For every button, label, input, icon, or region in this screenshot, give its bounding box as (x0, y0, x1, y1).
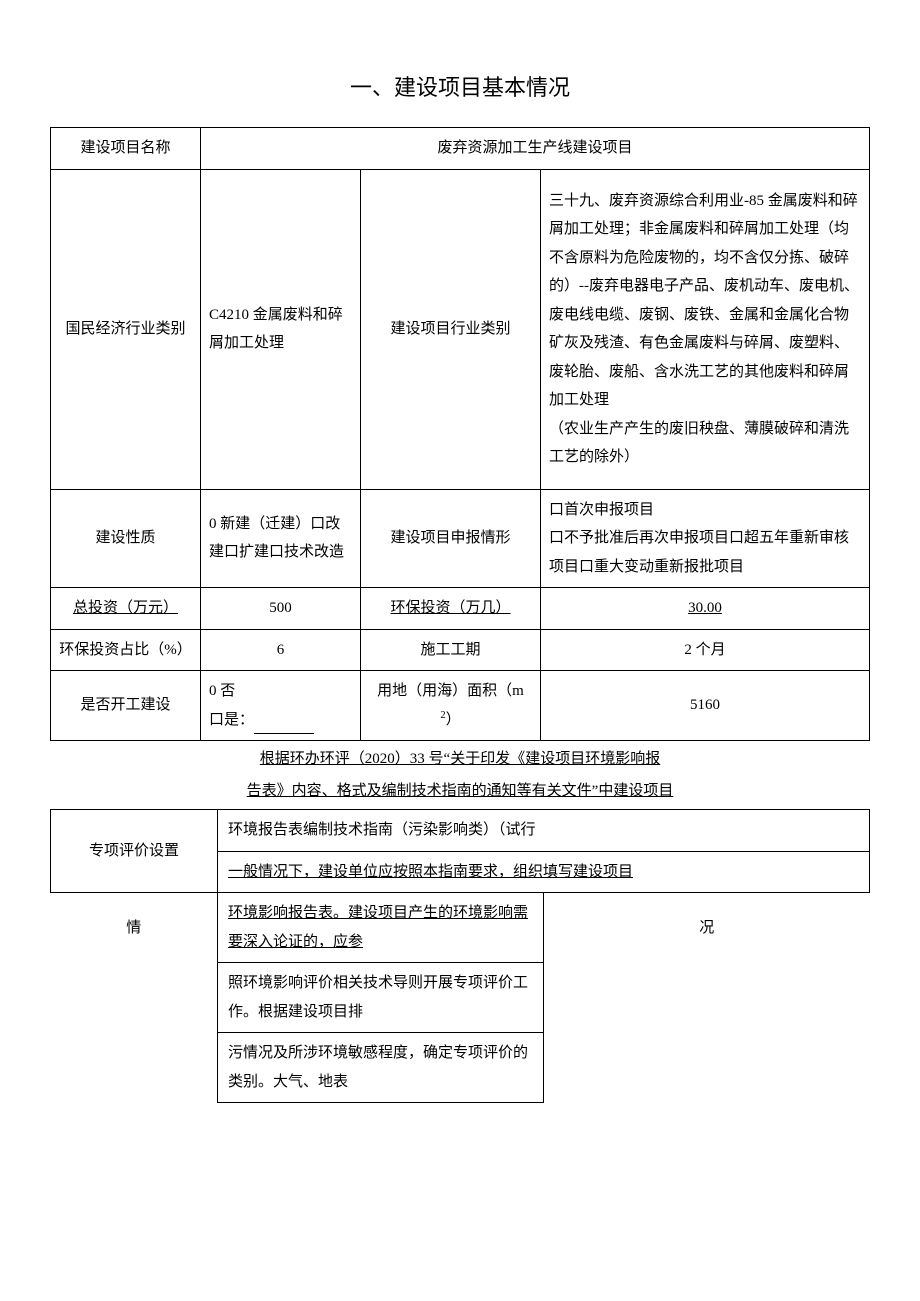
value-env-ratio: 6 (201, 629, 361, 671)
footnote-1: 根据环办环评（2020）33 号“关于印发《建设项目环境影响报 (50, 743, 870, 775)
value-industry-proj: 三十九、废弃资源综合利用业-85 金属废料和碎屑加工处理；非金属废料和碎屑加工处… (541, 169, 870, 489)
label-special-eval: 专项评价设置 (51, 810, 218, 893)
table-row: 照环境影响评价相关技术导则开展专项评价工作。根据建设项目排 (51, 963, 870, 1033)
table-row: 建设性质 0 新建（迁建）口改建口扩建口技术改造 建设项目申报情形 口首次申报项… (51, 489, 870, 588)
basic-info-table: 建设项目名称 废弃资源加工生产线建设项目 国民经济行业类别 C4210 金属废料… (50, 127, 870, 741)
table-row: 环保投资占比（%） 6 施工工期 2 个月 (51, 629, 870, 671)
label-industry-econ: 国民经济行业类别 (51, 169, 201, 489)
write-in-line (254, 718, 314, 734)
value-nature: 0 新建（迁建）口改建口扩建口技术改造 (201, 489, 361, 588)
value-total-invest: 500 (201, 588, 361, 630)
section-title: 一、建设项目基本情况 (50, 70, 870, 102)
label-project-name: 建设项目名称 (51, 128, 201, 170)
label-nature: 建设性质 (51, 489, 201, 588)
right-char: 况 (544, 893, 870, 963)
value-land-area: 5160 (541, 671, 870, 741)
special-line: 环境影响报告表。建设项目产生的环境影响需要深入论证的，应参 (218, 893, 544, 963)
table-row: 情 环境影响报告表。建设项目产生的环境影响需要深入论证的，应参 况 (51, 893, 870, 963)
value-duration: 2 个月 (541, 629, 870, 671)
value-env-invest: 30.00 (541, 588, 870, 630)
special-line: 一般情况下，建设单位应按照本指南要求，组织填写建设项目 (218, 851, 870, 893)
table-row: 污情况及所涉环境敏感程度，确定专项评价的类别。大气、地表 (51, 1033, 870, 1103)
table-row: 专项评价设置 环境报告表编制技术指南（污染影响类）（试行 (51, 810, 870, 852)
label-started: 是否开工建设 (51, 671, 201, 741)
value-filing: 口首次申报项目 口不予批准后再次申报项目口超五年重新审核项目口重大变动重新报批项… (541, 489, 870, 588)
label-total-invest: 总投资（万元） (51, 588, 201, 630)
label-industry-proj: 建设项目行业类别 (361, 169, 541, 489)
label-filing: 建设项目申报情形 (361, 489, 541, 588)
label-duration: 施工工期 (361, 629, 541, 671)
started-yes: 口是： (209, 712, 254, 728)
footnote-2: 告表》内容、格式及编制技术指南的通知等有关文件”中建设项目 (50, 775, 870, 807)
table-row: 国民经济行业类别 C4210 金属废料和碎屑加工处理 建设项目行业类别 三十九、… (51, 169, 870, 489)
label-land-area: 用地（用海）面积（m2） (361, 671, 541, 741)
special-line: 污情况及所涉环境敏感程度，确定专项评价的类别。大气、地表 (218, 1033, 544, 1103)
label-env-ratio: 环保投资占比（%） (51, 629, 201, 671)
table-row: 建设项目名称 废弃资源加工生产线建设项目 (51, 128, 870, 170)
special-line: 照环境影响评价相关技术导则开展专项评价工作。根据建设项目排 (218, 963, 544, 1033)
table-row: 是否开工建设 0 否 口是： 用地（用海）面积（m2） 5160 (51, 671, 870, 741)
special-eval-table: 专项评价设置 环境报告表编制技术指南（污染影响类）（试行 一般情况下，建设单位应… (50, 809, 870, 1103)
value-project-name: 废弃资源加工生产线建设项目 (201, 128, 870, 170)
value-started: 0 否 口是： (201, 671, 361, 741)
left-char: 情 (51, 893, 218, 963)
special-line: 环境报告表编制技术指南（污染影响类）（试行 (218, 810, 870, 852)
value-industry-econ: C4210 金属废料和碎屑加工处理 (201, 169, 361, 489)
label-env-invest: 环保投资（万几） (361, 588, 541, 630)
table-row: 总投资（万元） 500 环保投资（万几） 30.00 (51, 588, 870, 630)
started-no: 0 否 (209, 683, 235, 699)
